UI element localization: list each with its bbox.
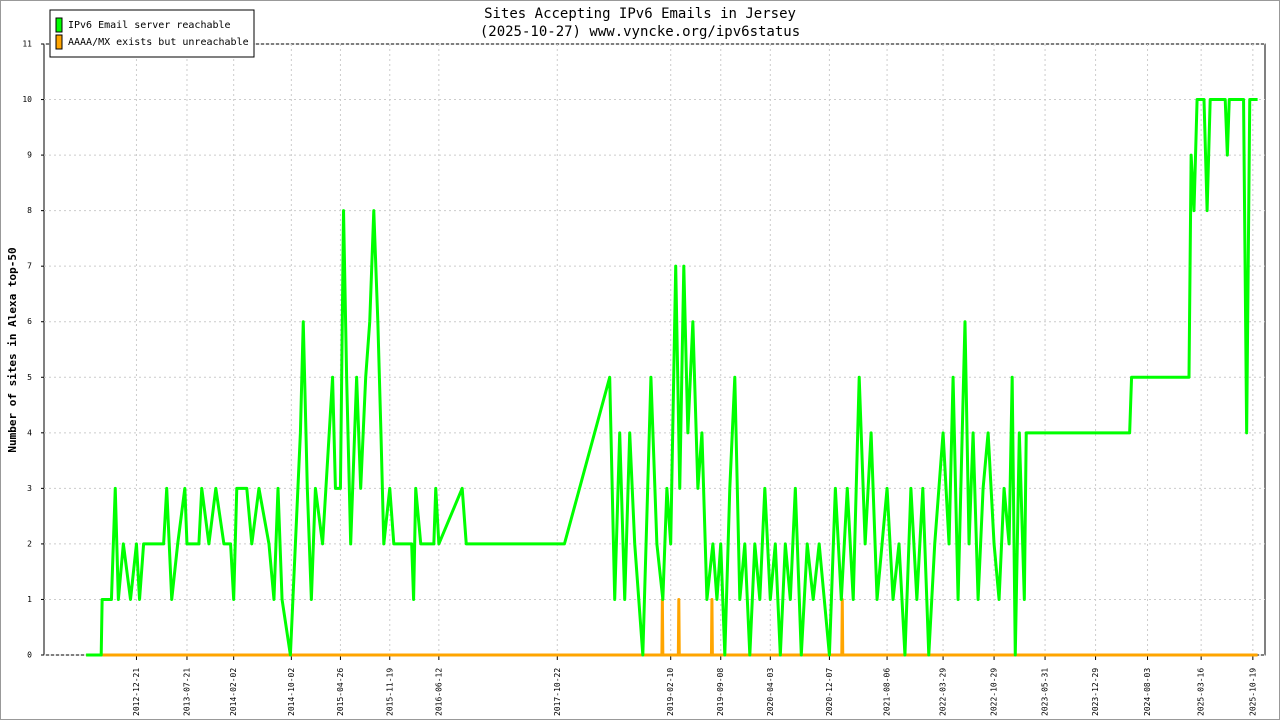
legend-swatch	[55, 17, 63, 33]
y-tick-label: 2	[27, 539, 32, 548]
x-tick-label: 2015-11-19	[385, 668, 394, 716]
x-tick-label: 2023-05-31	[1041, 668, 1050, 716]
x-tick-label: 2014-10-02	[287, 668, 296, 716]
y-tick-label: 7	[27, 262, 32, 271]
x-tick-label: 2023-12-29	[1091, 668, 1100, 716]
x-tick-label: 2020-12-07	[825, 668, 834, 716]
x-tick-label: 2024-08-03	[1143, 668, 1152, 716]
series-line	[86, 597, 1258, 657]
y-tick-label: 0	[27, 651, 32, 660]
legend-box	[49, 9, 255, 58]
series-line	[86, 98, 1258, 657]
y-tick-label: 6	[27, 317, 32, 326]
legend-swatch	[55, 34, 63, 50]
x-tick-label: 2025-03-16	[1197, 668, 1206, 716]
x-tick-label: 2012-12-21	[132, 668, 141, 716]
chart-subtitle: (2025-10-27) www.vyncke.org/ipv6status	[480, 24, 800, 40]
x-tick-label: 2017-10-22	[553, 668, 562, 716]
y-tick-label: 11	[22, 40, 32, 49]
x-tick-label: 2013-07-21	[182, 668, 191, 716]
y-tick-label: 8	[27, 206, 32, 215]
x-tick-label: 2015-04-26	[336, 668, 345, 716]
y-tick-label: 5	[27, 373, 32, 382]
x-tick-label: 2020-04-03	[766, 668, 775, 716]
y-axis-label: Number of sites in Alexa top-50	[6, 247, 19, 452]
x-tick-label: 2025-10-19	[1248, 668, 1257, 716]
y-tick-label: 3	[27, 484, 32, 493]
y-tick-label: 10	[22, 95, 32, 104]
legend-label: IPv6 Email server reachable	[68, 20, 231, 31]
x-tick-label: 2014-02-02	[229, 668, 238, 716]
chart-title: Sites Accepting IPv6 Emails in Jersey	[484, 6, 796, 22]
y-tick-label: 9	[27, 151, 32, 160]
legend-label: AAAA/MX exists but unreachable	[68, 37, 249, 48]
y-tick-label: 4	[27, 428, 32, 437]
x-tick-label: 2022-10-29	[990, 668, 999, 716]
x-tick-label: 2021-08-06	[883, 668, 892, 716]
x-tick-label: 2019-02-10	[666, 668, 675, 716]
x-tick-label: 2022-03-29	[939, 668, 948, 716]
x-tick-label: 2019-09-08	[716, 668, 725, 716]
y-tick-label: 1	[27, 595, 32, 604]
x-tick-label: 2016-06-12	[434, 668, 443, 716]
